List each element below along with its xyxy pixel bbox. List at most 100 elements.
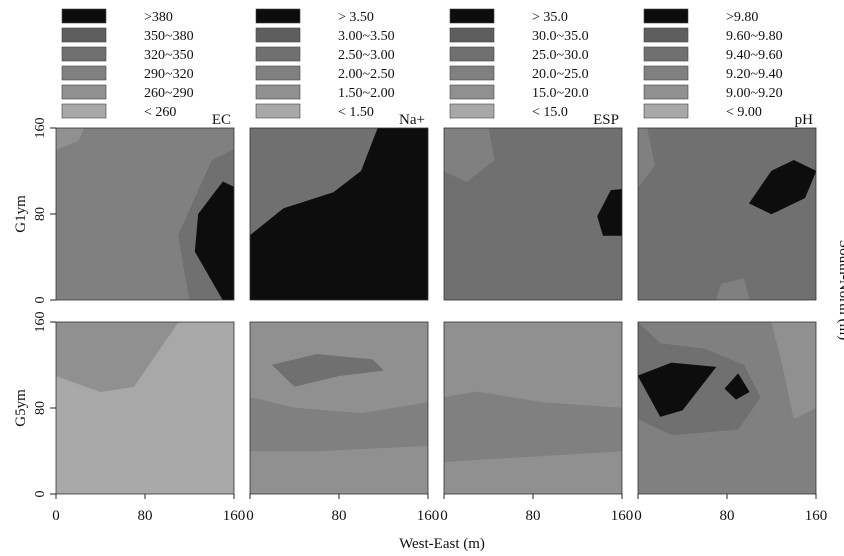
legend-label: 25.0~30.0	[532, 48, 589, 63]
x-axis-title: West-East (m)	[399, 536, 485, 552]
y-tick-label: 0	[33, 491, 48, 498]
x-tick-label: 0	[634, 508, 642, 524]
x-tick-label: 160	[805, 508, 828, 524]
legend-label: 2.00~2.50	[338, 67, 395, 82]
contour-region	[444, 128, 495, 183]
legend-label: < 1.50	[338, 105, 374, 120]
contour-region	[638, 362, 717, 417]
legend-label: 9.20~9.40	[726, 67, 783, 82]
contour-region	[444, 391, 622, 463]
legend-swatch	[449, 8, 495, 24]
legend-swatch	[643, 8, 689, 24]
x-tick-label: 80	[332, 508, 347, 524]
legend-label: 3.00~3.50	[338, 29, 395, 44]
panel-frame	[443, 127, 623, 301]
contour-region	[250, 397, 428, 452]
legend-swatch	[449, 46, 495, 62]
x-tick-label: 160	[611, 508, 634, 524]
contour-region	[250, 128, 428, 300]
legend-swatch	[449, 27, 495, 43]
legend-label: 1.50~2.00	[338, 86, 395, 101]
legend-swatch	[255, 8, 301, 24]
x-tick-label: 0	[52, 508, 60, 524]
x-tick-label: 80	[720, 508, 735, 524]
legend-label: 320~350	[144, 48, 194, 63]
legend-swatch	[61, 8, 107, 24]
legend-label: < 260	[144, 105, 176, 120]
legend-label: < 9.00	[726, 105, 762, 120]
legend-label: 350~380	[144, 29, 194, 44]
legend-label: > 35.0	[532, 10, 568, 25]
y-tick-label: 160	[33, 118, 48, 139]
x-tick-label: 0	[440, 508, 448, 524]
legend-swatch	[61, 27, 107, 43]
y-tick-label: 160	[33, 312, 48, 333]
contour-region	[56, 322, 179, 393]
legend-label: >380	[144, 10, 173, 25]
contour-panels	[55, 127, 817, 495]
contour-region	[771, 322, 816, 420]
panel-0-3	[637, 127, 817, 301]
legend-swatch	[643, 103, 689, 119]
legend-1: > 3.50 3.00~3.50 2.50~3.00 2.00~2.50 1.50~2.…	[255, 8, 425, 128]
variable-label: pH	[795, 112, 814, 128]
legend-label: 9.40~9.60	[726, 48, 783, 63]
legend-swatch	[61, 103, 107, 119]
legend-swatch	[61, 46, 107, 62]
contour-region	[724, 373, 750, 400]
legend-label: 260~290	[144, 86, 194, 101]
panel-frame	[249, 127, 429, 301]
contour-region	[638, 128, 655, 188]
legend-swatch	[643, 84, 689, 100]
legend-swatch	[61, 84, 107, 100]
contour-region	[271, 354, 385, 387]
panel-1-1	[249, 321, 429, 495]
legend-swatch	[255, 84, 301, 100]
contour-region	[748, 160, 816, 215]
y-tick-label: 80	[33, 207, 48, 221]
panel-1-3	[637, 321, 817, 495]
legend-label: 15.0~20.0	[532, 86, 589, 101]
panel-0-2	[443, 127, 623, 301]
legend-swatch	[255, 103, 301, 119]
y-tick-label: 80	[33, 401, 48, 415]
legend-2: > 35.0 30.0~35.0 25.0~30.0 20.0~25.0 15.0~20…	[449, 8, 619, 128]
panel-1-0	[55, 321, 235, 495]
panel-0-1	[249, 127, 429, 301]
x-tick-label: 160	[417, 508, 440, 524]
legend-swatch	[255, 65, 301, 81]
legend-swatch	[449, 84, 495, 100]
contour-region	[715, 278, 750, 300]
x-tick-label: 160	[223, 508, 246, 524]
y-axis-title: South-North (m)	[836, 240, 844, 340]
legend-swatch	[449, 103, 495, 119]
legend-swatch	[449, 65, 495, 81]
x-tick-label: 80	[526, 508, 541, 524]
x-tick-label: 0	[246, 508, 254, 524]
legend-label: >9.80	[726, 10, 758, 25]
contour-region	[597, 189, 622, 236]
legend-swatch	[255, 46, 301, 62]
panel-frame	[637, 127, 817, 301]
legend-label: > 3.50	[338, 10, 374, 25]
legend-label: 20.0~25.0	[532, 67, 589, 82]
contour-region	[194, 181, 234, 300]
legend-label: 2.50~3.00	[338, 48, 395, 63]
legend-label: 9.60~9.80	[726, 29, 783, 44]
legend-label: 290~320	[144, 67, 194, 82]
legend-swatch	[61, 65, 107, 81]
y-tick-label: 0	[33, 297, 48, 304]
panel-background	[638, 128, 816, 300]
legend-label: 30.0~35.0	[532, 29, 589, 44]
legend-label: 9.00~9.20	[726, 86, 783, 101]
legend-swatch	[255, 27, 301, 43]
variable-label: ESP	[593, 112, 619, 128]
legend-swatch	[643, 65, 689, 81]
legend-3: >9.80 9.60~9.80 9.40~9.60 9.20~9.40 9.00~9.2…	[643, 8, 814, 128]
legend-swatch	[643, 46, 689, 62]
row-label: G1ym	[13, 195, 29, 233]
x-tick-label: 80	[138, 508, 153, 524]
